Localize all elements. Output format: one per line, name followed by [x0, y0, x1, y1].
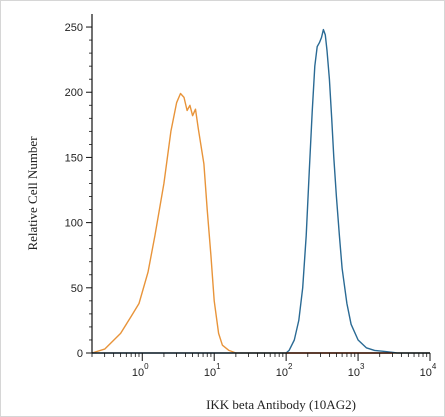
- y-tick-label: 150: [65, 152, 83, 164]
- y-tick-label: 100: [65, 218, 83, 230]
- y-tick-label: 50: [71, 283, 83, 295]
- curves-layer: [91, 28, 430, 354]
- axes-layer: [91, 14, 430, 354]
- x-tick-exponent: 0: [144, 362, 149, 371]
- x-tick-label: 100: [132, 362, 149, 379]
- x-tick-exponent: 4: [432, 362, 437, 371]
- y-axis-ticks: 0 50 100 150 200 250: [65, 22, 92, 360]
- x-axis-title: IKK beta Antibody (10AG2): [206, 397, 356, 412]
- y-tick-label: 250: [65, 22, 83, 34]
- x-tick-label: 104: [420, 362, 437, 379]
- x-tick-exponent: 3: [360, 362, 365, 371]
- y-tick-label: 200: [65, 87, 83, 99]
- series-line-2: [92, 28, 430, 354]
- y-tick-label: 0: [77, 348, 83, 360]
- x-tick-exponent: 2: [288, 362, 293, 371]
- x-tick-label: 101: [204, 362, 221, 379]
- y-axis-title: Relative Cell Number: [25, 136, 40, 251]
- x-tick-label: 103: [348, 362, 365, 379]
- x-tick-label: 102: [276, 362, 293, 379]
- x-tick-exponent: 1: [216, 362, 221, 371]
- series-line-1: [91, 92, 430, 354]
